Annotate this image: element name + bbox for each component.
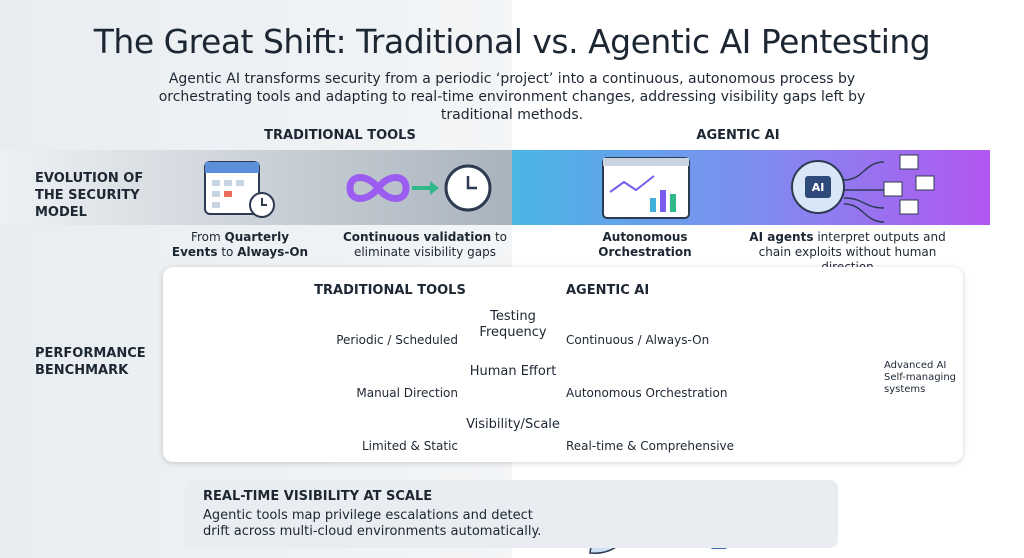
column-header: AGENTIC AI: [696, 128, 780, 143]
caption-text: to eliminate visibility gaps: [353, 230, 507, 259]
traditional-label: Periodic / Scheduled: [336, 333, 458, 347]
caption-text: Quarterly Events: [171, 230, 290, 259]
infinity-icon: [346, 164, 492, 212]
side-note-line: systems: [884, 384, 926, 395]
metric: Testing Frequency: [479, 309, 547, 340]
caption-text: Always-On: [237, 245, 309, 259]
agentic-label: Continuous / Always-On: [566, 333, 710, 347]
icon-label: AI: [812, 181, 825, 194]
agentic-label: Autonomous Orchestration: [566, 386, 728, 400]
traditional-label: Manual Direction: [356, 386, 458, 400]
caption: From Quarterly Events to Always-On: [170, 230, 310, 260]
metric: Human Effort: [469, 364, 557, 379]
caption-text: to: [221, 245, 234, 259]
caption-text: AI agents: [749, 230, 814, 244]
footer-box: [185, 480, 838, 548]
footer-title: REAL-TIME VISIBILITY AT SCALE: [203, 489, 433, 504]
footer-text: Agentic tools map privilege escalations …: [203, 508, 542, 539]
benchmark-card: [163, 267, 963, 462]
side-note: Advanced AI Self-managing systems: [884, 360, 956, 396]
subtitle: Agentic AI transforms security from a pe…: [158, 71, 866, 123]
section-label: PERFORMANCE BENCHMARK: [35, 346, 146, 378]
side-note-line: Self-managing: [884, 372, 957, 383]
agentic-label: Real-time & Comprehensive: [566, 439, 735, 453]
caption-text: Autonomous Orchestration: [598, 230, 692, 259]
section-label: EVOLUTION OF THE SECURITY MODEL: [35, 171, 144, 220]
caption: Continuous validation to eliminate visib…: [340, 230, 510, 260]
caption-text: From: [190, 230, 221, 244]
benchmark-header: TRADITIONAL TOOLS: [314, 283, 466, 298]
traditional-label: Limited & Static: [361, 439, 458, 453]
calendar-icon: [204, 161, 275, 218]
caption: Autonomous Orchestration: [595, 230, 695, 260]
ai-brain-icon: AI: [791, 154, 935, 223]
benchmark-header: AGENTIC AI: [566, 283, 650, 298]
caption: AI agents interpret outputs and chain ex…: [740, 230, 955, 275]
metric: Visibility/Scale: [466, 417, 560, 432]
caption-text: Continuous validation: [343, 230, 492, 244]
side-note-line: Advanced AI: [884, 360, 947, 371]
title: The Great Shift: Traditional vs. Agentic…: [93, 22, 931, 61]
column-header: TRADITIONAL TOOLS: [264, 128, 416, 143]
dashboard-icon: [602, 157, 690, 219]
